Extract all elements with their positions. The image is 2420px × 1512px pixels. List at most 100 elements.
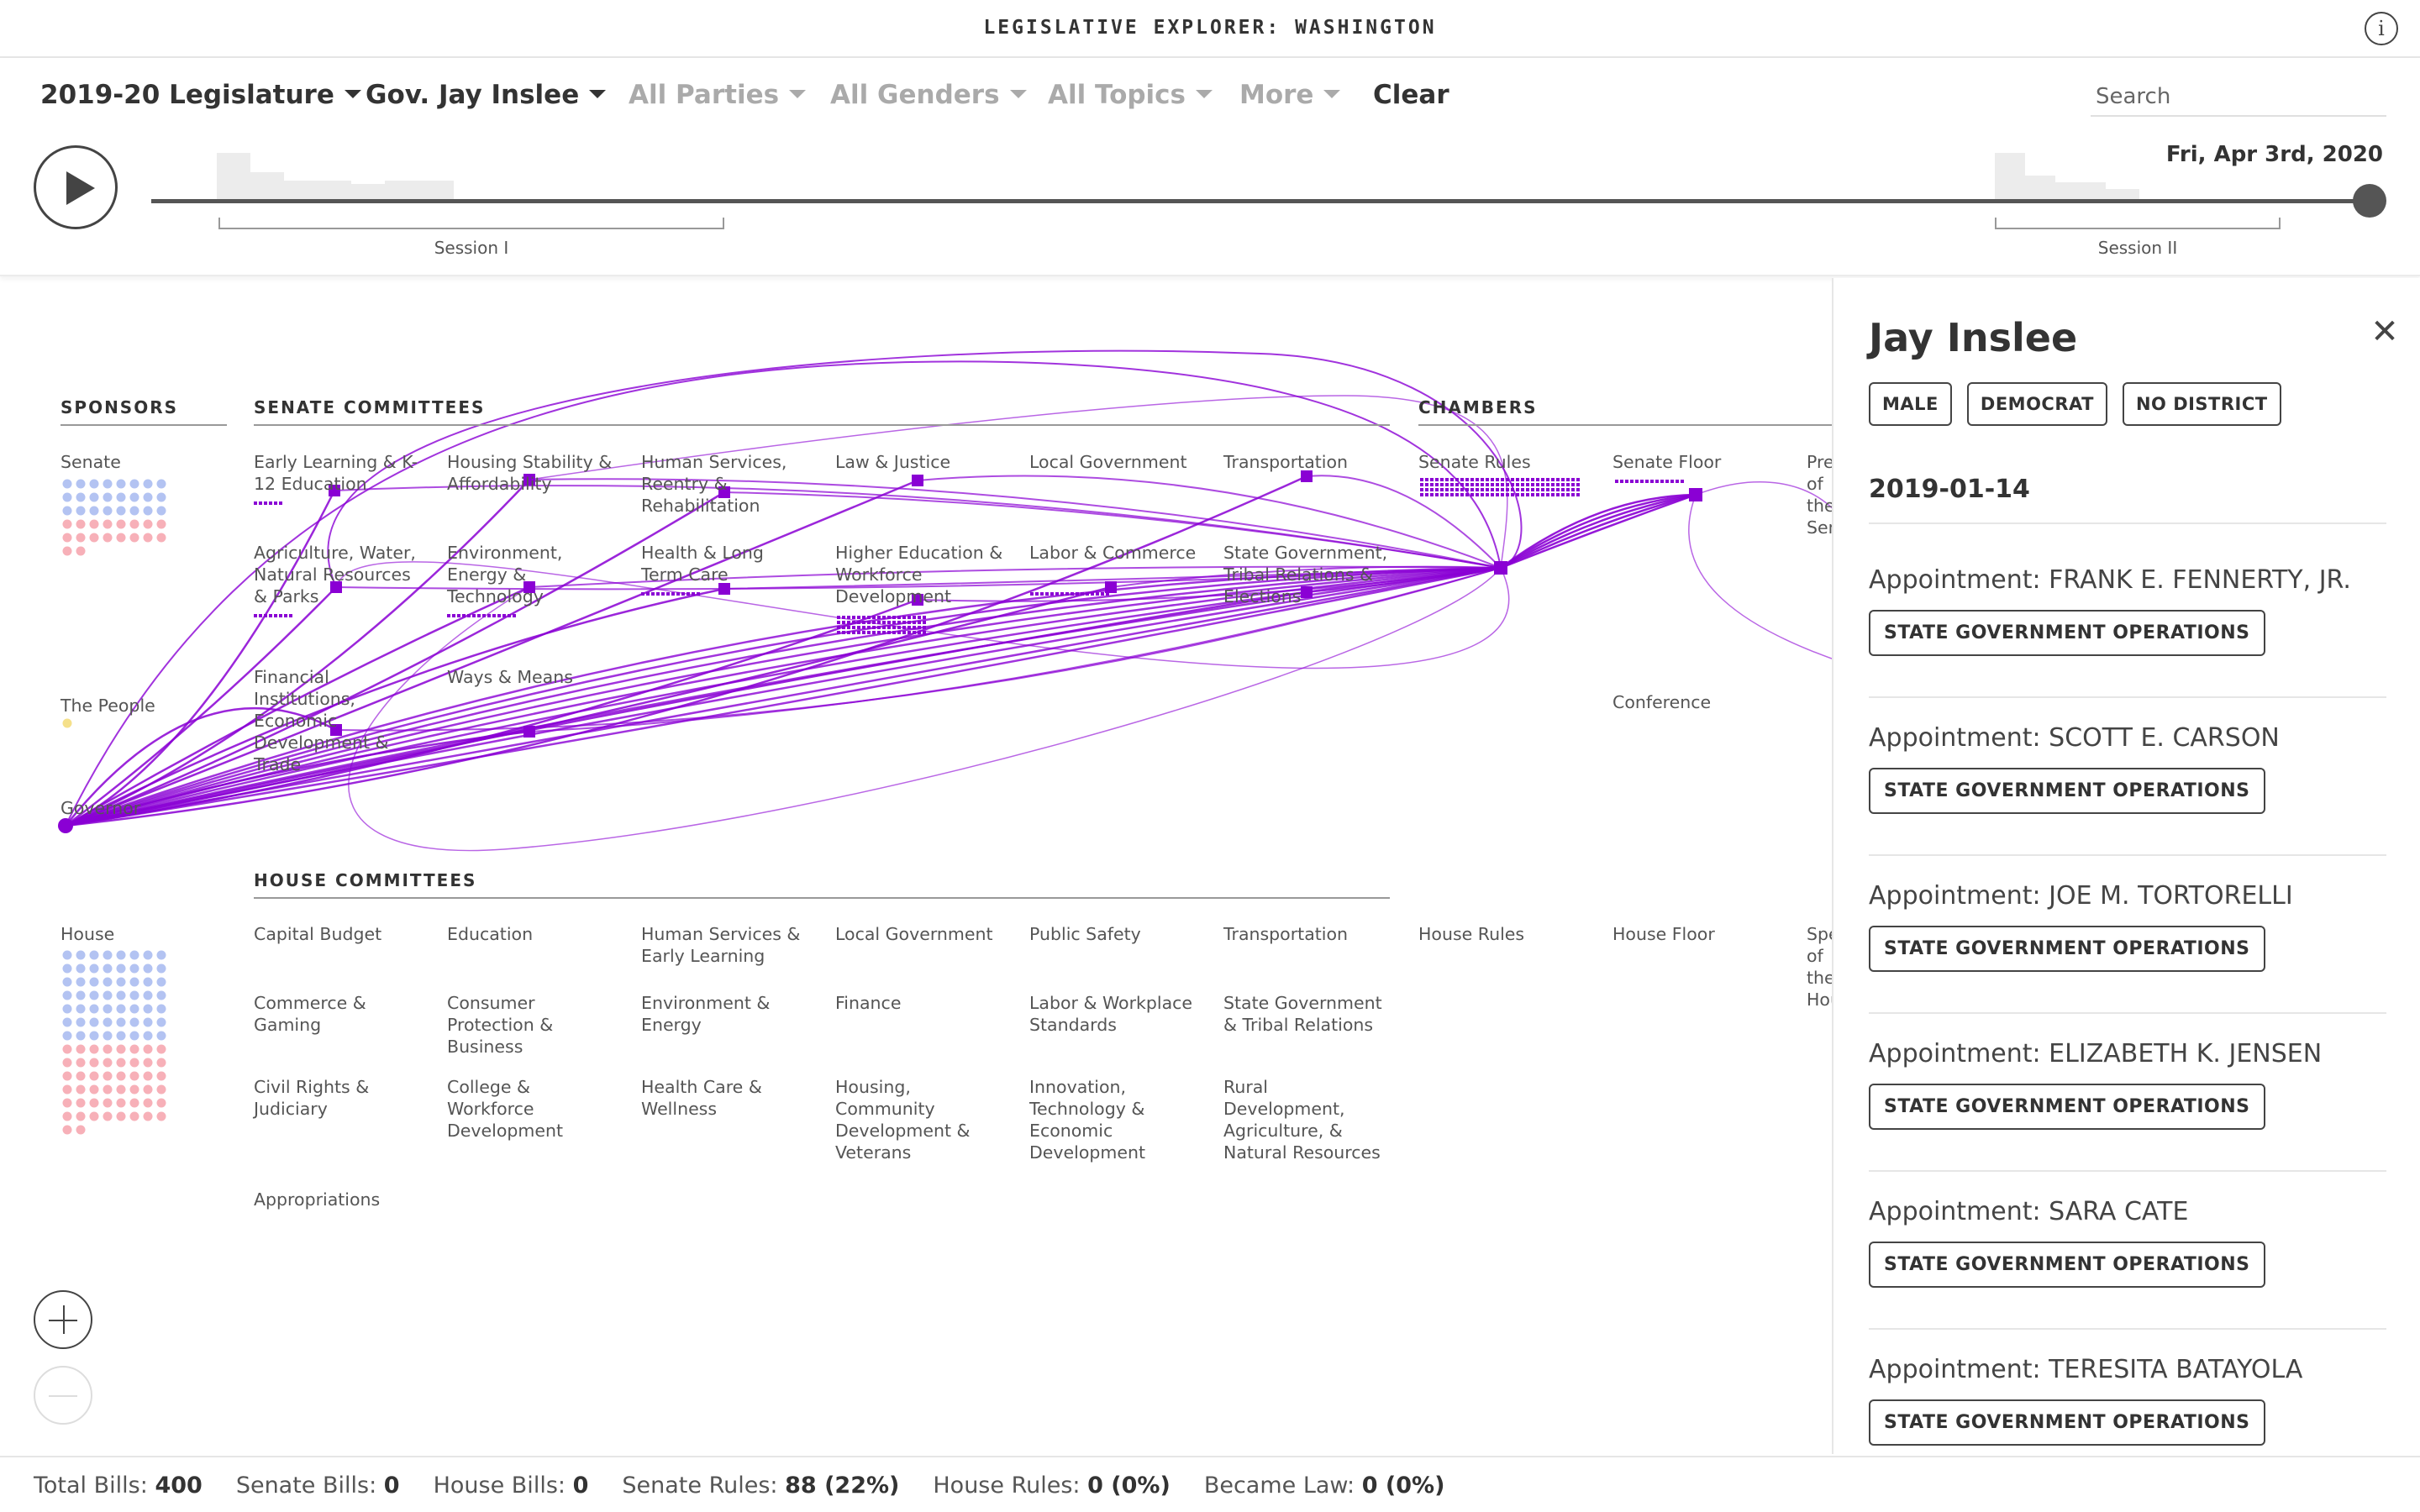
- representative-dot: [76, 963, 86, 974]
- topic-tag[interactable]: STATE GOVERNMENT OPERATIONS: [1869, 768, 2265, 814]
- house-committee[interactable]: Education: [447, 924, 534, 944]
- zoom-out-button[interactable]: [34, 1366, 92, 1425]
- bill-queue: [1546, 483, 1549, 486]
- senate-committee[interactable]: State Government, Tribal Relations & Ele…: [1223, 543, 1388, 606]
- sponsor-dropdown[interactable]: Gov. Jay Inslee: [366, 80, 607, 110]
- timeline-track[interactable]: [151, 199, 2370, 203]
- senate-committee[interactable]: Law & Justice: [835, 452, 951, 472]
- flow-line: [65, 566, 1502, 827]
- genders-dropdown[interactable]: All Genders: [830, 80, 1027, 110]
- house-committee[interactable]: Transportation: [1223, 924, 1349, 944]
- close-icon[interactable]: ✕: [2370, 312, 2399, 351]
- house-committee[interactable]: Human Services & Early Learning: [641, 924, 801, 966]
- house-committee[interactable]: Local Government: [835, 924, 993, 944]
- house-committee[interactable]: Capital Budget: [254, 924, 382, 944]
- house-committee[interactable]: College & Workforce Development: [447, 1077, 564, 1141]
- house-committee[interactable]: Labor & Workplace Standards: [1029, 993, 1193, 1035]
- flow-line: [65, 566, 1502, 827]
- chamber-node[interactable]: President of the Senate: [1807, 452, 1832, 538]
- topic-tag[interactable]: STATE GOVERNMENT OPERATIONS: [1869, 1242, 2265, 1288]
- senator-dot: [116, 479, 126, 489]
- gender-badge[interactable]: MALE: [1869, 382, 1952, 426]
- representative-dot: [116, 1098, 126, 1108]
- topic-tag[interactable]: STATE GOVERNMENT OPERATIONS: [1869, 1399, 2265, 1446]
- house-committee[interactable]: Appropriations: [254, 1189, 381, 1210]
- bill-queue: [842, 621, 845, 624]
- topics-dropdown[interactable]: All Topics: [1048, 80, 1213, 110]
- senate-committee[interactable]: Labor & Commerce: [1029, 543, 1197, 563]
- action-title[interactable]: Appointment: TERESITA BATAYOLA: [1869, 1355, 2303, 1384]
- legislature-dropdown[interactable]: 2019-20 Legislature: [40, 80, 361, 110]
- senate-committee[interactable]: Ways & Means: [447, 667, 573, 687]
- house-committee[interactable]: Public Safety: [1029, 924, 1141, 944]
- house-committee[interactable]: Civil Rights & Judiciary: [254, 1077, 370, 1119]
- info-icon[interactable]: i: [2365, 12, 2398, 45]
- house-committee[interactable]: Health Care & Wellness: [641, 1077, 762, 1119]
- action-title[interactable]: Appointment: ELIZABETH K. JENSEN: [1869, 1039, 2323, 1068]
- house-committees-heading: HOUSE COMMITTEES: [254, 870, 1390, 899]
- senate-committee[interactable]: Higher Education & Workforce Development: [835, 543, 1003, 606]
- bill-queue: [1645, 480, 1649, 483]
- zoom-in-button[interactable]: [34, 1290, 92, 1349]
- parties-dropdown[interactable]: All Parties: [629, 80, 807, 110]
- committee-node: [912, 475, 923, 486]
- search-input[interactable]: [2091, 78, 2386, 117]
- representative-dot: [156, 963, 166, 974]
- chamber-node[interactable]: House Rules: [1418, 924, 1525, 944]
- party-badge[interactable]: DEMOCRAT: [1966, 382, 2107, 426]
- topic-tag[interactable]: STATE GOVERNMENT OPERATIONS: [1869, 610, 2265, 656]
- house-committee[interactable]: Housing, Community Development & Veteran…: [835, 1077, 971, 1163]
- senate-committee[interactable]: Transportation: [1223, 452, 1349, 472]
- house-committee[interactable]: Rural Development, Agriculture, & Natura…: [1223, 1077, 1381, 1163]
- chamber-node[interactable]: Senate Floor: [1612, 452, 1722, 472]
- house-committee[interactable]: Innovation, Technology & Economic Develo…: [1029, 1077, 1146, 1163]
- more-dropdown[interactable]: More: [1239, 80, 1341, 110]
- senate-committee[interactable]: Agriculture, Water, Natural Resources & …: [254, 543, 416, 606]
- representative-dot: [76, 1004, 86, 1014]
- house-committee[interactable]: Commerce & Gaming: [254, 993, 366, 1035]
- action-title[interactable]: Appointment: FRANK E. FENNERTY, JR.: [1869, 565, 2351, 595]
- flow-line: [1500, 493, 1697, 570]
- bill-queue: [1086, 592, 1089, 596]
- chamber-node[interactable]: House Floor: [1612, 924, 1715, 944]
- bill-queue: [697, 592, 700, 596]
- sponsor-group-people[interactable]: The People: [60, 696, 155, 716]
- list-item: Appointment: JOE M. TORTORELLI STATE GOV…: [1869, 856, 2386, 1014]
- district-badge[interactable]: NO DISTRICT: [2122, 382, 2281, 426]
- topic-tag[interactable]: STATE GOVERNMENT OPERATIONS: [1869, 926, 2265, 972]
- bill-queue: [1450, 493, 1454, 496]
- senate-committee[interactable]: Health & Long Term Care: [641, 543, 764, 585]
- bill-queue: [1556, 478, 1560, 481]
- histogram-bar: [250, 172, 284, 202]
- house-committee[interactable]: State Government & Tribal Relations: [1223, 993, 1382, 1035]
- senate-committee[interactable]: Financial Institutions, Economic Develop…: [254, 667, 389, 774]
- bill-queue: [1576, 488, 1580, 491]
- representative-dot: [103, 1004, 113, 1014]
- action-title[interactable]: Appointment: JOE M. TORTORELLI: [1869, 881, 2293, 911]
- topic-tag[interactable]: STATE GOVERNMENT OPERATIONS: [1869, 1084, 2265, 1130]
- timeline-handle[interactable]: [2353, 184, 2386, 218]
- chamber-node[interactable]: Speaker of the House: [1807, 924, 1832, 1010]
- sponsor-group-house[interactable]: House: [60, 924, 115, 944]
- action-title[interactable]: Appointment: SCOTT E. CARSON: [1869, 723, 2280, 753]
- senate-committee[interactable]: Environment, Energy & Technology: [447, 543, 563, 606]
- house-committee[interactable]: Environment & Energy: [641, 993, 771, 1035]
- chamber-node[interactable]: Conference: [1612, 692, 1712, 712]
- representative-dot: [89, 977, 99, 987]
- sponsor-group-senate[interactable]: Senate: [60, 452, 121, 472]
- action-title[interactable]: Appointment: SARA CATE: [1869, 1197, 2189, 1226]
- clear-button[interactable]: Clear: [1373, 80, 1449, 110]
- bill-queue: [1521, 488, 1524, 491]
- representative-dot: [143, 1031, 153, 1041]
- senator-dot: [103, 479, 113, 489]
- senate-committee[interactable]: Local Government: [1029, 452, 1187, 472]
- house-committee[interactable]: Consumer Protection & Business: [447, 993, 554, 1057]
- senate-committee[interactable]: Housing Stability & Affordability: [447, 452, 613, 494]
- chamber-node[interactable]: Senate Rules: [1418, 452, 1531, 472]
- house-committee[interactable]: Finance: [835, 993, 902, 1013]
- play-button[interactable]: [34, 145, 118, 229]
- bill-queue: [676, 592, 680, 596]
- senate-committee[interactable]: Early Learning & K-12 Education: [254, 452, 418, 494]
- sponsor-group-governor[interactable]: Governor: [60, 798, 141, 818]
- senate-committee[interactable]: Human Services, Reentry & Rehabilitation: [641, 452, 787, 516]
